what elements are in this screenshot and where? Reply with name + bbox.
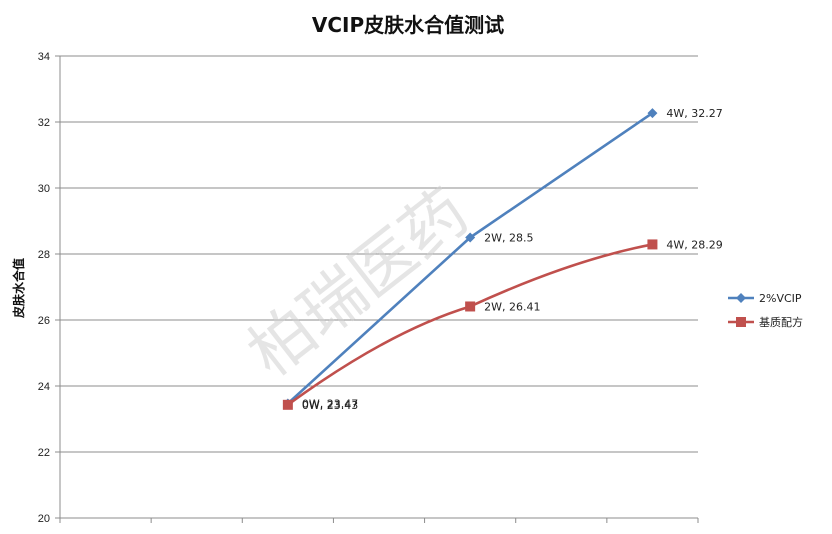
legend-marker (736, 293, 746, 303)
data-point (465, 232, 476, 243)
axes: 20 22 24 26 28 30 32 34 (38, 51, 699, 525)
data-point (647, 239, 658, 250)
y-tick-label: 32 (38, 117, 50, 129)
watermark: 柏瑞医药 (235, 175, 482, 391)
y-tick-label: 34 (38, 51, 50, 63)
data-label: 2W, 26.41 (484, 300, 540, 313)
series-layer (282, 108, 658, 410)
y-tick-label: 26 (38, 315, 50, 327)
data-label: 4W, 28.29 (666, 238, 722, 251)
data-label: 2W, 28.5 (484, 232, 533, 245)
data-point (282, 399, 293, 410)
chart-title: VCIP皮肤水合值测试 (312, 13, 504, 37)
data-point (647, 108, 658, 119)
data-labels: 0W, 23.47 2W, 28.5 4W, 32.27 0W, 23.43 2W, 2… (302, 107, 723, 412)
data-label: 0W, 23.43 (302, 399, 358, 412)
legend-label: 2%VCIP (759, 292, 802, 305)
legend-marker (736, 317, 746, 327)
watermark-text: 柏瑞医药 (235, 175, 482, 391)
data-point (465, 301, 476, 312)
data-label: 4W, 32.27 (666, 107, 722, 120)
data-label: 0W, 23.47 (302, 397, 358, 410)
y-axis-title: 皮肤水合值 (11, 258, 26, 319)
legend: 2%VCIP 基质配方 (728, 292, 803, 329)
y-tick-label: 24 (38, 381, 50, 393)
legend-label: 基质配方 (759, 315, 803, 329)
y-tick-label: 22 (38, 447, 50, 459)
y-tick-label: 20 (38, 513, 50, 525)
y-tick-label: 30 (38, 183, 50, 195)
y-tick-label: 28 (38, 249, 50, 261)
